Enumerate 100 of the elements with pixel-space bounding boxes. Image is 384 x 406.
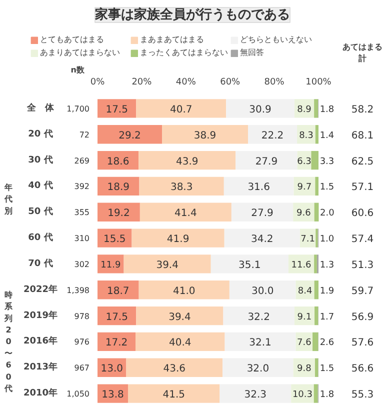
bar: [315, 125, 318, 144]
data-label: 18.7: [107, 286, 130, 297]
bar: [98, 176, 140, 196]
bar: [98, 306, 136, 326]
y-tick-label: 20 代: [28, 128, 53, 140]
text: 60.6: [351, 208, 374, 220]
bar: [98, 280, 139, 300]
data-label: 30.9: [249, 104, 272, 116]
text: あてはまる計: [342, 42, 382, 64]
data-label: 3.3: [320, 156, 334, 167]
text: 72: [79, 130, 90, 140]
y-tick-label: 2013年: [23, 362, 58, 373]
data-label: 1.0: [320, 234, 334, 245]
y-tick-label: 2010年: [23, 388, 58, 399]
bar: [224, 228, 300, 248]
bar: [136, 306, 224, 326]
text: 時系列20〜60代: [4, 290, 12, 394]
data-label: 41.0: [173, 286, 196, 297]
data-label: 27.9: [251, 208, 274, 220]
data-label: 38.9: [194, 130, 216, 142]
text: 967: [74, 364, 90, 373]
data-label: 13.8: [102, 390, 124, 401]
bar: [291, 384, 314, 403]
bar: [314, 254, 317, 274]
text: 年代別: [4, 182, 12, 216]
data-label: 40.4: [169, 338, 192, 349]
legend-label: どちらともいえない: [240, 34, 313, 45]
text: 392: [74, 182, 90, 192]
bar: [248, 125, 298, 144]
data-label: 9.1: [297, 312, 312, 322]
data-label: 39.4: [156, 260, 178, 271]
data-label: 1.3: [320, 260, 334, 270]
text: 59.7: [351, 286, 374, 297]
bar: [136, 332, 225, 352]
data-label: 43.6: [163, 364, 186, 375]
data-label: 17.2: [105, 338, 128, 349]
data-label: 27.9: [255, 156, 278, 168]
data-label: 1.9: [320, 286, 334, 296]
data-label: 18.9: [107, 182, 130, 194]
y-tick-label: 70 代: [28, 258, 53, 269]
data-label: 38.3: [170, 182, 193, 194]
bar: [224, 332, 296, 352]
bar: [315, 176, 318, 196]
bar: [314, 202, 319, 222]
text: 55.3: [351, 390, 374, 401]
data-label: 8.4: [298, 286, 312, 296]
chart-title: 家事は家族全員が行うものである: [94, 6, 290, 22]
data-label: 9.6: [296, 208, 312, 219]
data-label: 17.5: [106, 312, 128, 323]
data-label: 32.1: [249, 338, 272, 349]
bar: [128, 384, 220, 403]
bar: [98, 228, 132, 248]
text: 1,398: [66, 286, 90, 295]
bar: [220, 384, 292, 403]
x-tick-label: 80%: [264, 78, 285, 88]
y-tick-label: 2016年: [23, 336, 58, 347]
text: 57.1: [351, 182, 374, 194]
text: 1,050: [66, 390, 90, 399]
data-label: 39.4: [168, 312, 191, 323]
data-label: 13.0: [100, 364, 123, 375]
y-tick-label: 60 代: [28, 232, 53, 244]
data-label: 7.6: [296, 338, 312, 348]
text: 57.4: [351, 234, 374, 246]
data-label: 29.2: [118, 130, 141, 142]
data-label: 41.4: [174, 208, 197, 220]
text: 57.6: [351, 338, 374, 349]
data-label: 19.2: [108, 208, 130, 220]
bar: [236, 150, 298, 170]
text: 1,700: [66, 104, 90, 114]
bar: [98, 254, 124, 274]
data-label: 17.5: [106, 104, 128, 116]
y-tick-label: 30 代: [28, 154, 53, 166]
text: 310: [74, 234, 90, 244]
bar: [314, 384, 318, 403]
y-tick-label: 全 体: [26, 102, 55, 114]
data-label: 30.0: [251, 286, 274, 297]
x-tick-label: 40%: [176, 78, 196, 88]
text: 68.1: [351, 130, 374, 142]
bar: [223, 306, 294, 326]
bar: [98, 99, 136, 118]
data-label: 2.6: [320, 338, 334, 348]
bar: [138, 280, 230, 300]
data-label: 8.9: [297, 104, 312, 115]
data-label: 18.6: [106, 156, 130, 168]
bar: [288, 254, 314, 274]
data-label: 9.7: [297, 182, 312, 193]
data-label: 31.6: [248, 182, 270, 194]
bar: [222, 358, 294, 377]
x-tick-label: 0%: [90, 78, 106, 88]
data-label: 7.1: [300, 234, 315, 245]
x-tick-label: 60%: [220, 78, 241, 88]
data-label: 41.9: [166, 234, 190, 246]
bar: [311, 150, 318, 170]
data-label: 6.3: [297, 156, 312, 167]
text: 269: [74, 156, 90, 166]
bar: [314, 280, 318, 300]
data-label: 34.2: [251, 234, 274, 246]
text: 51.3: [351, 260, 374, 271]
bar: [124, 254, 211, 274]
text: 976: [74, 338, 90, 347]
